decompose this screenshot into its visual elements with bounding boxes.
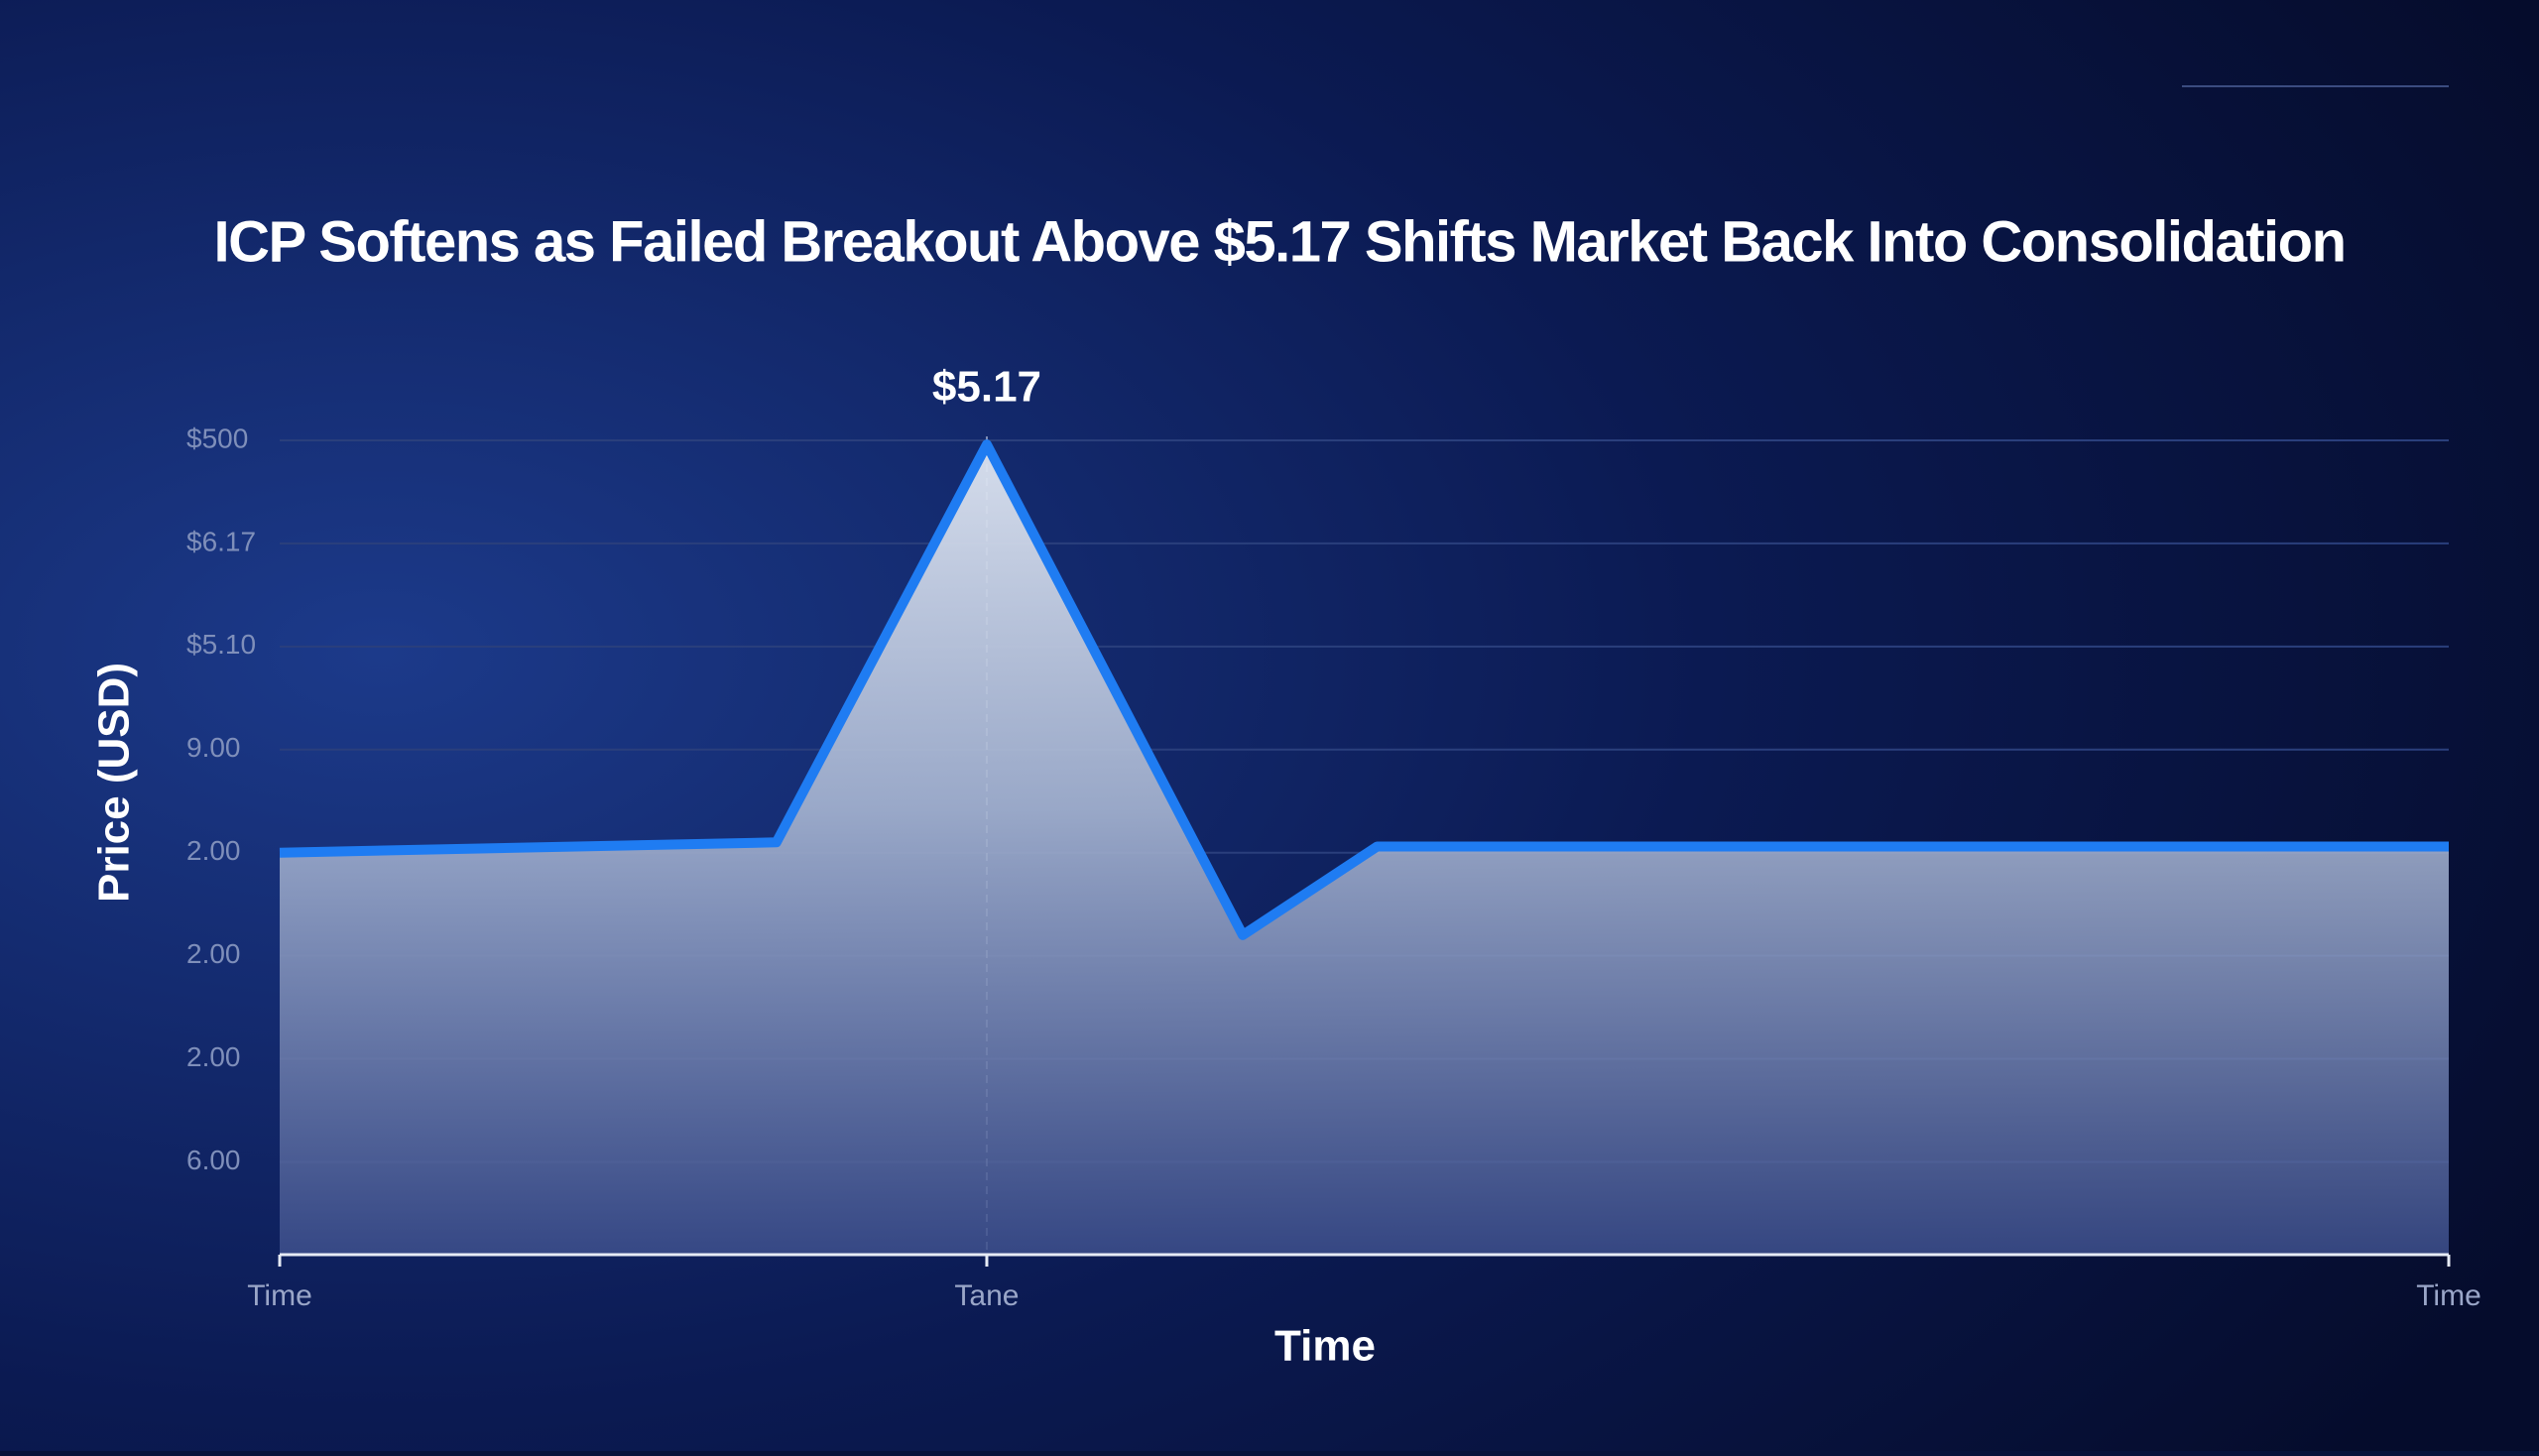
y-tick-label: $5.10 [186,629,256,660]
x-tick-label: Time [247,1279,312,1312]
y-tick-label: 9.00 [186,732,241,763]
x-axis-label: Time [1274,1322,1376,1371]
y-axis-label: Price (USD) [90,663,139,903]
line [279,439,2449,940]
chart-title: ICP Softens as Failed Breakout Above $5.… [214,209,2346,274]
y-tick-label: 2.00 [186,938,241,969]
y-tick-label: $6.17 [186,526,256,556]
y-tick-label: 2.00 [186,1041,241,1072]
y-tick-label: 6.00 [186,1145,241,1175]
y-tick-label: $500 [186,423,248,453]
y-tick-label: 2.00 [186,835,241,866]
x-tick-label: Time [2416,1279,2481,1312]
annotation: $5.17 [932,363,1041,412]
x-tick-label: Tane [954,1279,1019,1312]
area [280,444,2449,1255]
